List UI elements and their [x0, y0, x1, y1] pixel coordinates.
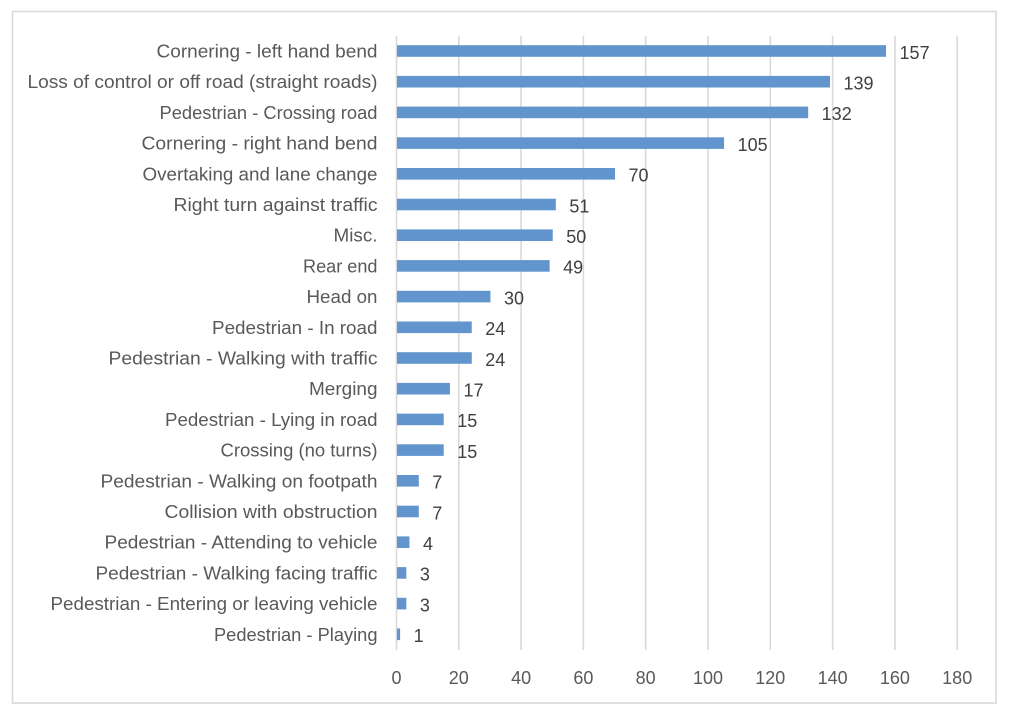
svg-text:3: 3 — [420, 595, 430, 615]
svg-text:0: 0 — [391, 668, 401, 688]
svg-text:157: 157 — [900, 43, 930, 63]
svg-text:15: 15 — [457, 442, 477, 462]
svg-text:Head on: Head on — [307, 287, 378, 307]
svg-text:120: 120 — [755, 668, 785, 688]
svg-text:100: 100 — [693, 668, 723, 688]
svg-text:180: 180 — [942, 668, 972, 688]
svg-text:Pedestrian - Crossing road: Pedestrian - Crossing road — [160, 103, 378, 123]
svg-text:60: 60 — [573, 668, 593, 688]
svg-text:40: 40 — [511, 668, 531, 688]
svg-text:51: 51 — [569, 196, 589, 216]
svg-text:Pedestrian - Playing: Pedestrian - Playing — [214, 625, 378, 645]
svg-text:Cornering - left hand bend: Cornering - left hand bend — [157, 42, 378, 62]
svg-text:4: 4 — [423, 534, 433, 554]
svg-text:Merging: Merging — [309, 379, 378, 399]
svg-text:Crossing (no turns): Crossing (no turns) — [221, 441, 378, 461]
svg-text:Pedestrian - Walking facing tr: Pedestrian - Walking facing traffic — [96, 563, 378, 583]
svg-text:105: 105 — [738, 135, 768, 155]
svg-text:7: 7 — [432, 503, 442, 523]
svg-text:Pedestrian - In road: Pedestrian - In road — [212, 318, 378, 338]
svg-text:Right turn against traffic: Right turn against traffic — [174, 195, 378, 215]
svg-text:1: 1 — [414, 626, 424, 646]
svg-text:24: 24 — [485, 350, 505, 370]
svg-text:139: 139 — [843, 74, 873, 94]
svg-text:160: 160 — [880, 668, 910, 688]
svg-text:30: 30 — [504, 288, 524, 308]
svg-text:50: 50 — [566, 227, 586, 247]
svg-text:132: 132 — [822, 104, 852, 124]
svg-text:70: 70 — [629, 166, 649, 186]
svg-text:Loss of control or off road (s: Loss of control or off road (straight ro… — [28, 72, 378, 92]
svg-text:3: 3 — [420, 565, 430, 585]
svg-text:Pedestrian - Entering or leavi: Pedestrian - Entering or leaving vehicle — [51, 594, 378, 614]
svg-text:49: 49 — [563, 258, 583, 278]
svg-text:Misc.: Misc. — [334, 226, 378, 246]
svg-text:Overtaking and lane change: Overtaking and lane change — [143, 164, 378, 184]
svg-text:Rear end: Rear end — [303, 256, 378, 276]
svg-text:15: 15 — [457, 411, 477, 431]
svg-text:Pedestrian - Walking with traf: Pedestrian - Walking with traffic — [109, 349, 378, 369]
svg-text:Pedestrian - Walking on footpa: Pedestrian - Walking on footpath — [101, 471, 378, 491]
svg-text:140: 140 — [818, 668, 848, 688]
svg-text:7: 7 — [432, 473, 442, 493]
svg-text:20: 20 — [449, 668, 469, 688]
svg-text:Collision with obstruction: Collision with obstruction — [165, 502, 378, 522]
svg-text:Cornering - right hand bend: Cornering - right hand bend — [142, 134, 378, 154]
svg-text:80: 80 — [636, 668, 656, 688]
svg-text:Pedestrian - Attending to vehi: Pedestrian - Attending to vehicle — [105, 533, 378, 553]
svg-text:24: 24 — [485, 319, 505, 339]
svg-text:Pedestrian - Lying in road: Pedestrian - Lying in road — [165, 410, 378, 430]
svg-text:17: 17 — [463, 381, 483, 401]
